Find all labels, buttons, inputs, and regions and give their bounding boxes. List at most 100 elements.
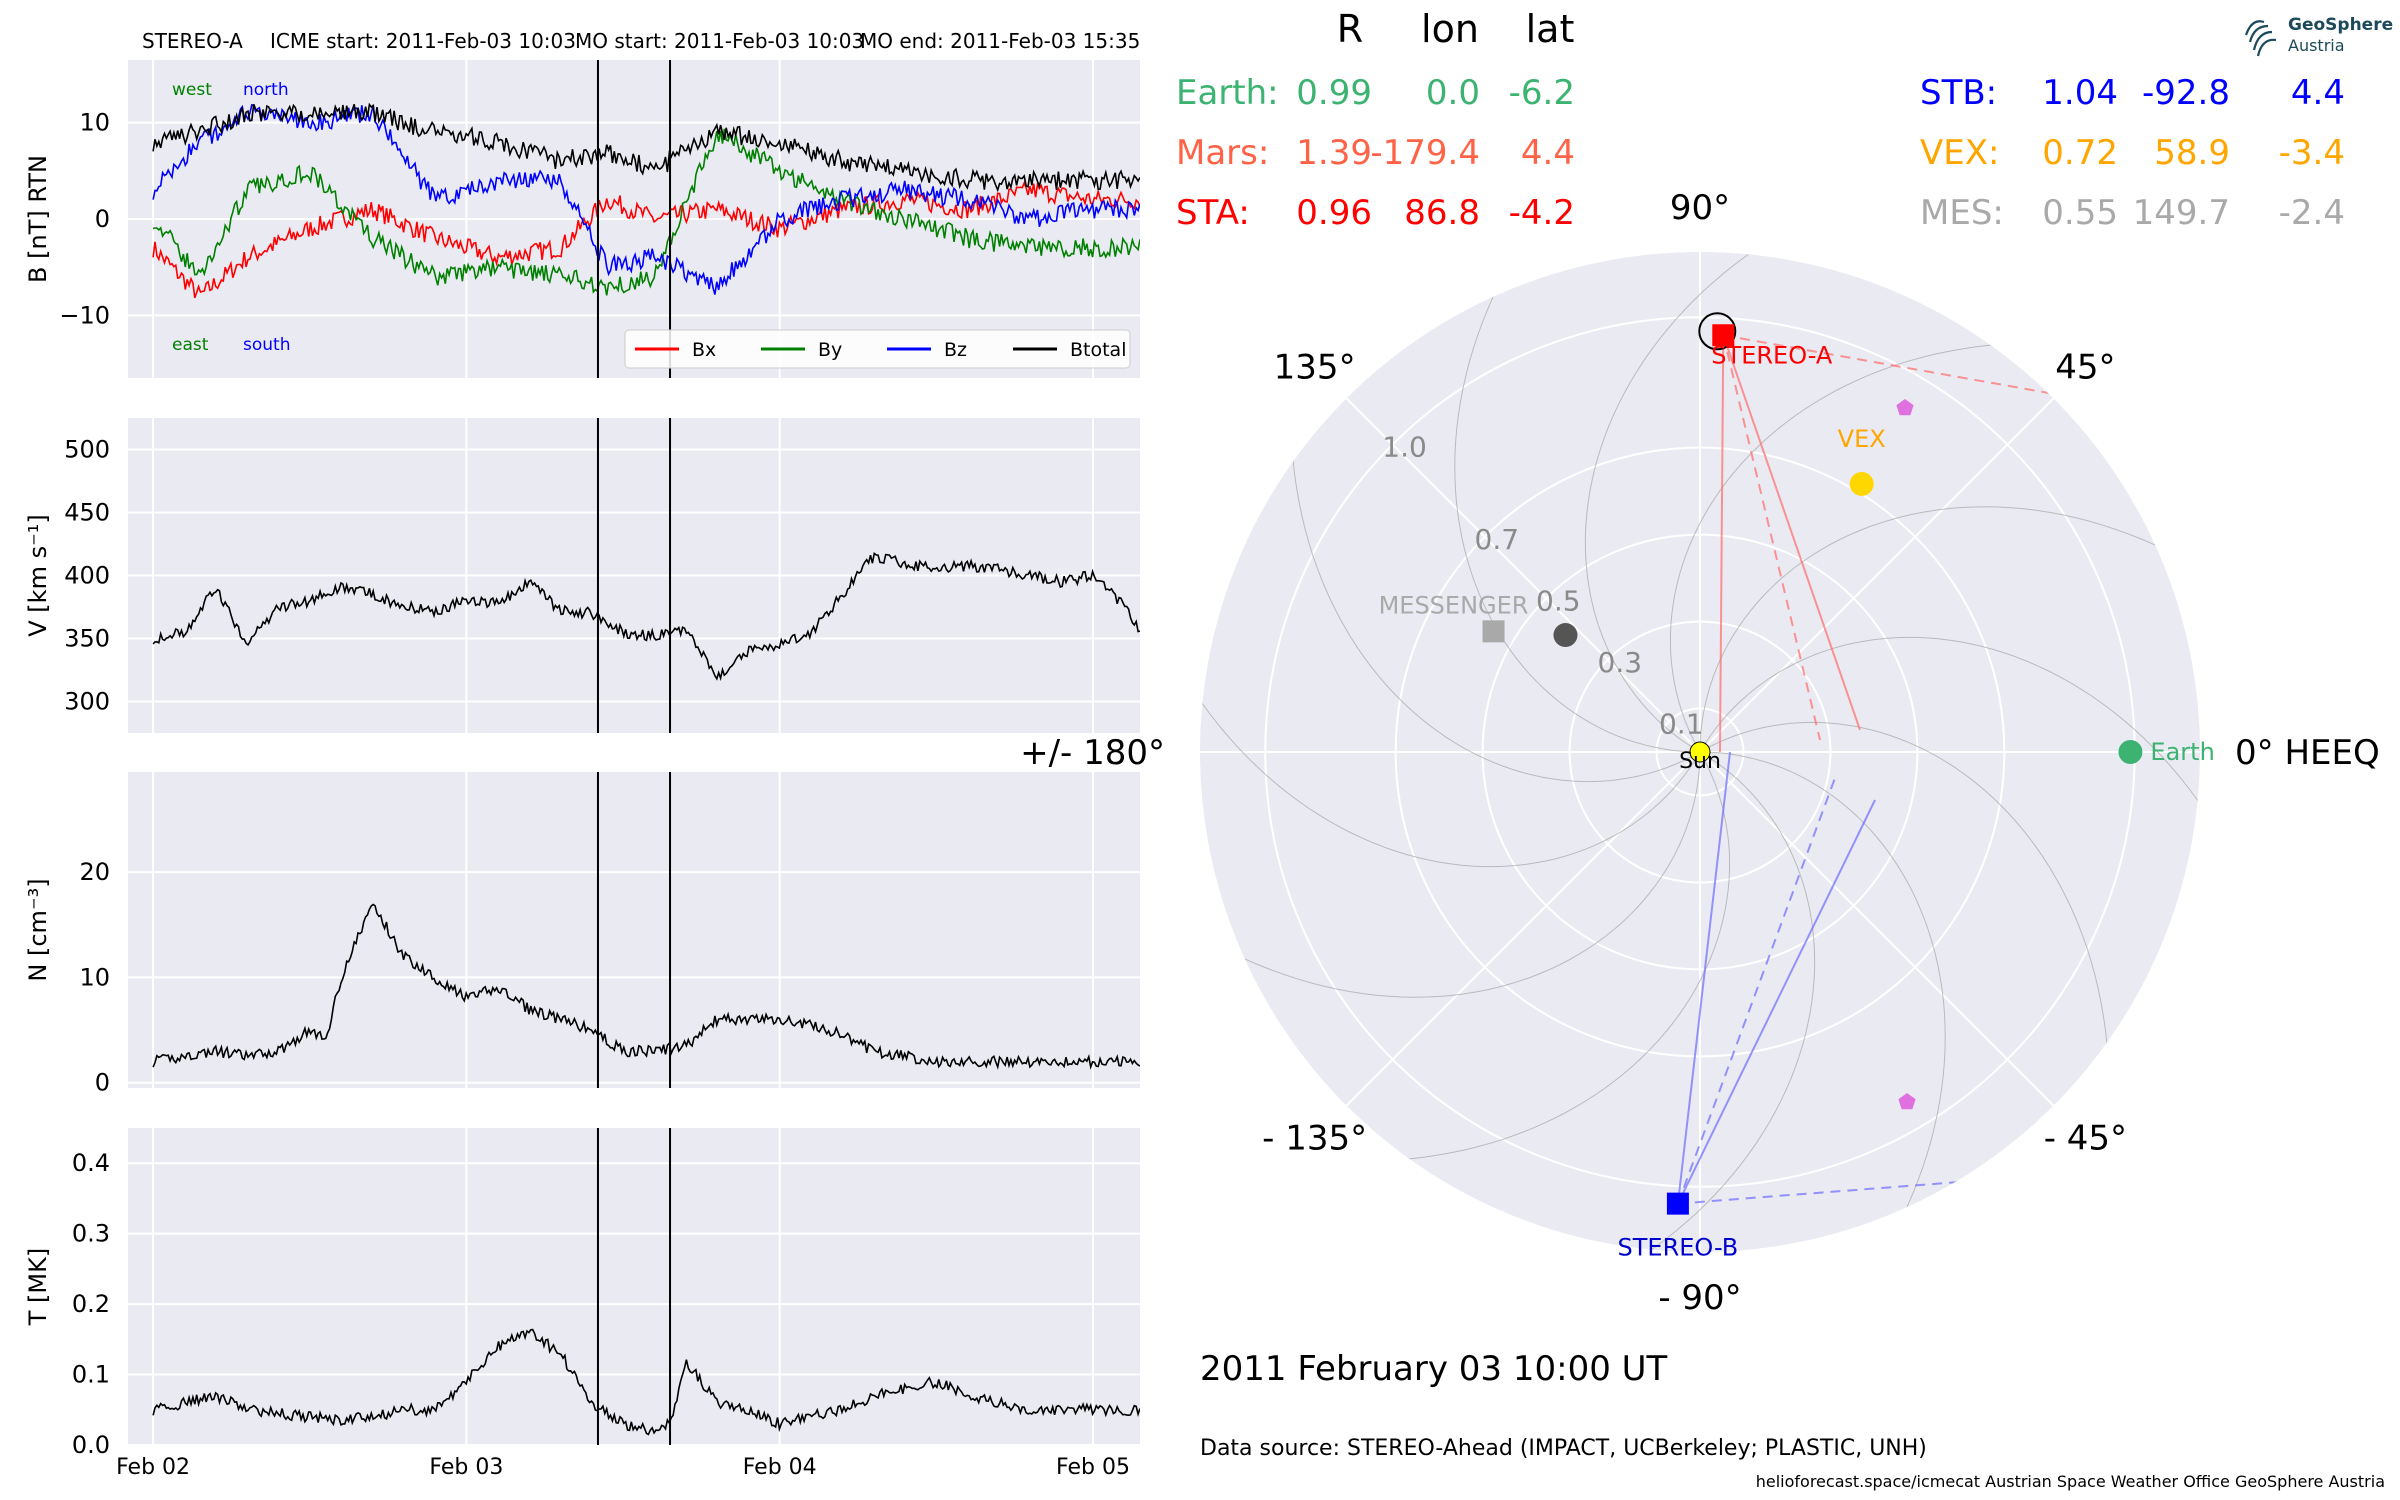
y-axis-label: N [cm⁻³] [24, 878, 52, 981]
stb-fan-line [1676, 777, 1836, 1204]
angle-tick-label: - 90° [1658, 1278, 1741, 1318]
parker-spiral [1200, 614, 1701, 868]
row-lat: -3.4 [2279, 133, 2345, 173]
marker [1482, 620, 1505, 643]
row-name: STA: [1176, 193, 1250, 233]
angle-tick-label: - 135° [1262, 1118, 1367, 1158]
sta-fan-line [1722, 334, 1861, 731]
sta-fan-line [1719, 335, 1725, 753]
row-lat: -2.4 [2279, 193, 2345, 233]
x-tick-label: Feb 03 [429, 1455, 503, 1480]
row-lat: 4.4 [2291, 73, 2345, 113]
angle-gridline [1345, 751, 1701, 1107]
marker [1689, 741, 1711, 763]
geosphere-logo: GeoSphere Austria [2238, 12, 2393, 62]
series-by [152, 128, 1140, 296]
annotation-south: south [243, 335, 290, 355]
row-name: Mars: [1176, 133, 1269, 173]
body-mercury [1553, 623, 1578, 648]
row-r: 0.99 [1296, 73, 1372, 113]
stb-fan-line [1677, 1179, 1986, 1205]
series-t [152, 1328, 1140, 1436]
y-tick-label: 0.2 [72, 1290, 110, 1318]
y-tick-label: 10 [79, 109, 110, 137]
annotation-west: west [172, 80, 212, 100]
series-btotal [152, 102, 1140, 193]
row-r: 0.55 [2042, 193, 2118, 233]
legend-box [624, 329, 1131, 369]
row-lat: -4.2 [1509, 193, 1575, 233]
row-lon: -179.4 [1370, 133, 1480, 173]
marker [1712, 324, 1735, 347]
b-panel: 10 0 −10B [nT] RTN west north east south Bx By Bz… [24, 60, 1140, 378]
table-header-r: R [1337, 7, 1363, 51]
marker [2118, 740, 2143, 764]
angle-tick-label: +/- 180° [1020, 733, 1165, 773]
series-bz [152, 103, 1140, 295]
row-lon: 0.0 [1426, 73, 1480, 113]
x-tick-label: Feb 05 [1056, 1455, 1130, 1480]
pentagon-marker [1898, 1093, 1916, 1110]
body-messenger: MESSENGER [1379, 591, 1529, 643]
y-tick-label: 500 [64, 436, 110, 464]
body-vex: VEX [1838, 425, 1886, 496]
geosphere-logo-icon [2244, 20, 2277, 57]
angle-tick-label: 0° HEEQ [2235, 733, 2380, 773]
row-lat: 4.4 [1521, 133, 1575, 173]
mo-end-label: MO end: 2011-Feb-03 15:35 [860, 29, 1140, 53]
row-lon: 58.9 [2154, 133, 2230, 173]
angle-gridline [1345, 397, 1701, 753]
parker-spiral [1699, 636, 2200, 890]
angle-tick-label: 135° [1274, 348, 1356, 388]
body-label: STEREO-B [1618, 1234, 1739, 1262]
series-v [152, 551, 1140, 682]
parker-spiral [1290, 358, 1701, 783]
body-label: VEX [1838, 425, 1886, 453]
angle-gridline [1699, 397, 2055, 753]
stb-fan-line [1677, 799, 1876, 1205]
sta-fan-line [1722, 335, 1821, 741]
parker-spiral [1200, 751, 1701, 998]
series-n [152, 903, 1140, 1070]
table-row-mes: MES: 0.55 149.7 -2.4 [1920, 193, 2345, 233]
legend: Bx By Bz Btotal [624, 329, 1131, 369]
y-tick-label: 450 [64, 499, 110, 527]
y-tick-label: 350 [64, 625, 110, 653]
legend-label-bx: Bx [692, 339, 716, 361]
y-tick-label: 0 [95, 205, 110, 233]
annotation-east: east [172, 335, 209, 355]
polar-orbit-plot: 0.1 0.3 0.5 0.7 1.0 0° HEEQ 45° 90° 135° +/- 180°… [1020, 188, 2380, 1318]
row-r: 0.72 [2042, 133, 2118, 173]
y-tick-label: 300 [64, 688, 110, 716]
sta-fan-line [1723, 334, 2061, 396]
angle-gridline [1699, 751, 2055, 1107]
row-name: VEX: [1920, 133, 2000, 173]
radial-tick-label: 0.5 [1536, 584, 1581, 617]
parker-spiral [1584, 252, 1838, 753]
series-group [152, 102, 1140, 299]
row-r: 0.96 [1296, 193, 1372, 233]
row-lon: -92.8 [2142, 73, 2230, 113]
table-row-mars: Mars: 1.39-179.4 4.4 [1176, 133, 1575, 173]
v-panel: 500 450 400 350 300 V [km s⁻¹] [24, 418, 1140, 733]
icme-start-label: ICME start: 2011-Feb-03 10:03 [270, 29, 576, 53]
body-label: MESSENGER [1379, 591, 1529, 619]
parker-spiral [1306, 751, 1731, 1162]
n-panel: 20 10 0 N [cm⁻³] [24, 772, 1140, 1097]
table-header-lon: lon [1421, 7, 1479, 51]
parker-spiral [1699, 751, 1946, 1252]
body-sun: Sun [1679, 741, 1721, 774]
y-tick-label: 0 [95, 1069, 110, 1097]
table-header-lat: lat [1526, 7, 1575, 51]
legend-label-bz: Bz [944, 339, 967, 361]
body-label: Earth [2150, 738, 2214, 766]
y-tick-label: 0.0 [72, 1431, 110, 1459]
marker [1849, 471, 1874, 496]
body-stereo-a: STEREO-A [1698, 312, 1833, 369]
body-label: STEREO-A [1711, 341, 1833, 369]
t-panel: 0.4 0.3 0.2 0.1 0.0 T [MK] [24, 1128, 1140, 1459]
angle-tick-label: 45° [2055, 348, 2115, 388]
polar-inner [1200, 252, 2200, 1252]
